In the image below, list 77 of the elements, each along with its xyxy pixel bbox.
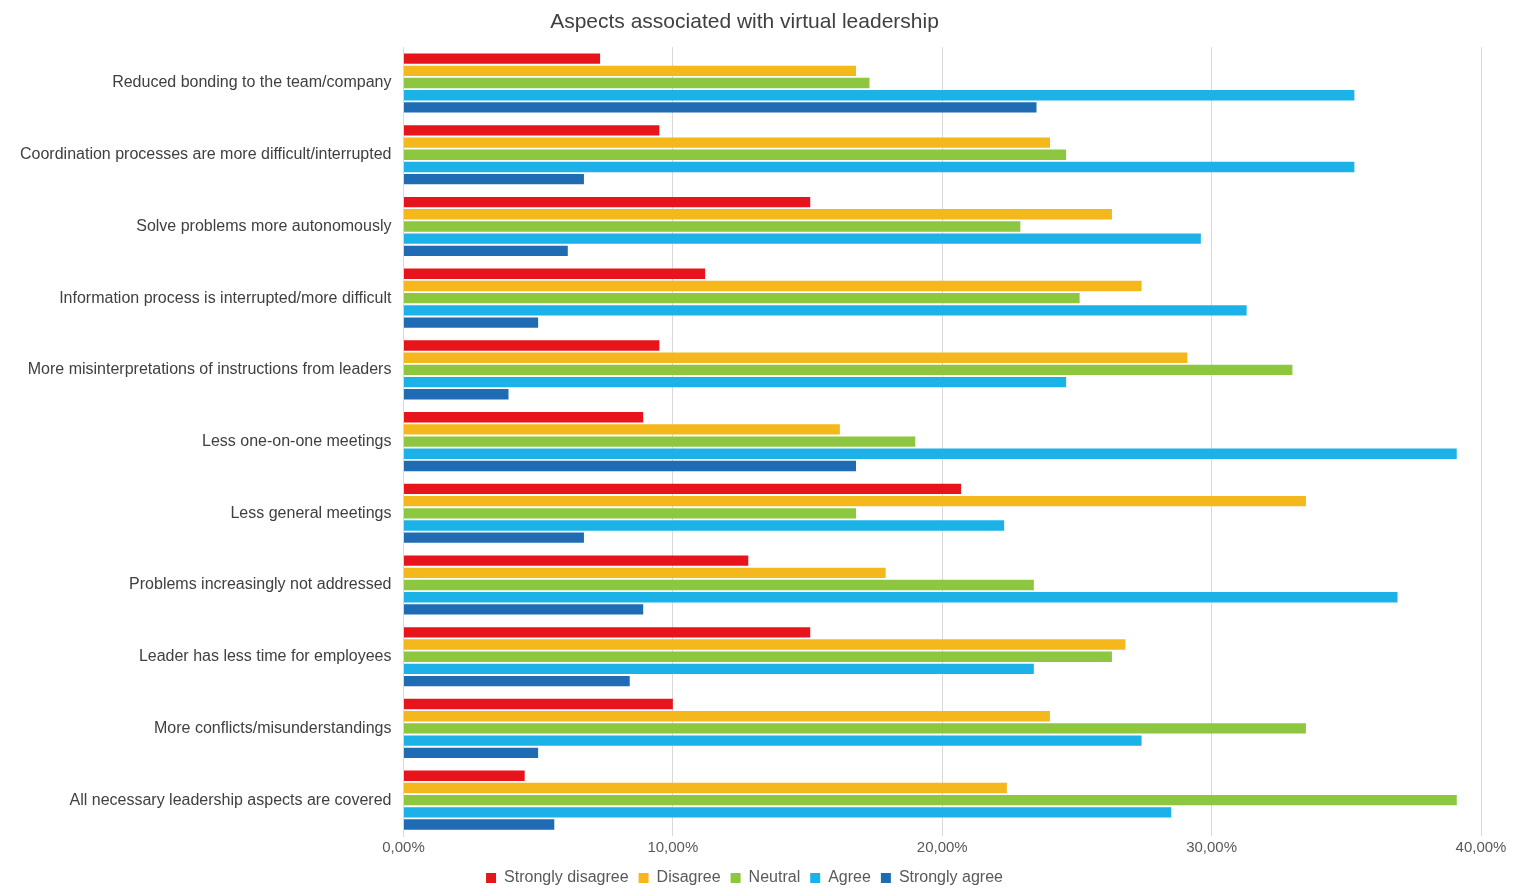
y-tick-label: Less general meetings: [230, 503, 392, 521]
bar: [403, 567, 886, 579]
y-tick-label: Reduced bonding to the team/company: [112, 73, 392, 91]
bar: [403, 293, 1080, 304]
y-tick-label: More misinterpretations of instructions from leaders: [27, 360, 392, 378]
bar: [403, 819, 555, 830]
bar: [403, 770, 525, 781]
y-tick-label: Coordination processes are more difficult/interrupted: [20, 145, 392, 163]
bar: [403, 137, 1050, 148]
bar: [403, 389, 509, 400]
y-tick-label: Information process is interrupted/more difficult: [59, 288, 393, 306]
bar: [403, 221, 1021, 232]
x-tick-label: 20,00%: [916, 838, 968, 856]
bar: [403, 173, 584, 185]
bar: [403, 424, 840, 435]
bar: [403, 735, 1142, 746]
bar: [403, 90, 1355, 101]
bar: [403, 747, 539, 758]
bar: [403, 639, 1126, 650]
bar: [403, 77, 870, 89]
bar: [403, 698, 673, 710]
bar: [403, 364, 1293, 376]
x-tick-label: 40,00%: [1455, 838, 1507, 856]
bar: [403, 376, 1067, 388]
chart-title: Aspects associated with virtual leadership: [550, 9, 939, 33]
bar: [403, 125, 660, 136]
y-tick-label: Solve problems more autonomously: [136, 216, 392, 234]
legend-label: Agree: [828, 868, 871, 886]
bar: [403, 460, 857, 472]
bar: [403, 483, 962, 495]
bar: [403, 161, 1355, 173]
y-tick-label: More conflicts/misunderstandings: [154, 718, 392, 736]
legend-label: Disagree: [656, 868, 721, 886]
bar: [403, 723, 1306, 734]
bar: [403, 436, 916, 447]
bar: [403, 555, 749, 566]
bar: [403, 209, 1112, 220]
x-tick-label: 30,00%: [1186, 838, 1238, 856]
bar: [403, 675, 630, 687]
bar: [403, 627, 811, 638]
bar: [403, 711, 1050, 722]
bar: [403, 412, 644, 423]
bar: [403, 508, 857, 519]
bar: [403, 579, 1034, 591]
bar: [403, 280, 1142, 292]
bar: [403, 532, 584, 543]
bar: [403, 807, 1172, 818]
bar: [403, 245, 568, 257]
bar: [403, 448, 1457, 459]
bar: [403, 305, 1247, 316]
bar: [403, 233, 1201, 244]
legend-label: Strongly disagree: [504, 868, 629, 886]
y-tick-label: Leader has less time for employees: [138, 647, 392, 665]
bar: [403, 352, 1188, 363]
bar: [403, 102, 1037, 113]
bar: [403, 782, 1007, 794]
x-tick-label: 0,00%: [382, 838, 425, 856]
bar: [403, 65, 857, 77]
bar: [403, 317, 539, 328]
y-tick-label: All necessary leadership aspects are covered: [69, 790, 392, 808]
bar: [403, 592, 1398, 603]
bar: [403, 196, 811, 208]
bar: [403, 794, 1457, 806]
bar: [403, 340, 660, 351]
bar: [403, 520, 1005, 531]
bar: [403, 651, 1112, 662]
bar: [403, 53, 601, 64]
y-tick-label: Less one-on-one meetings: [202, 432, 392, 450]
x-tick-label: 10,00%: [647, 838, 699, 856]
y-tick-label: Problems increasingly not addressed: [129, 575, 392, 593]
bar: [403, 663, 1034, 675]
bar: [403, 495, 1306, 507]
bar: [403, 604, 644, 615]
legend-label: Neutral: [748, 868, 801, 886]
bar: [403, 149, 1067, 160]
bar: [403, 268, 706, 279]
legend-label: Strongly agree: [898, 868, 1004, 886]
